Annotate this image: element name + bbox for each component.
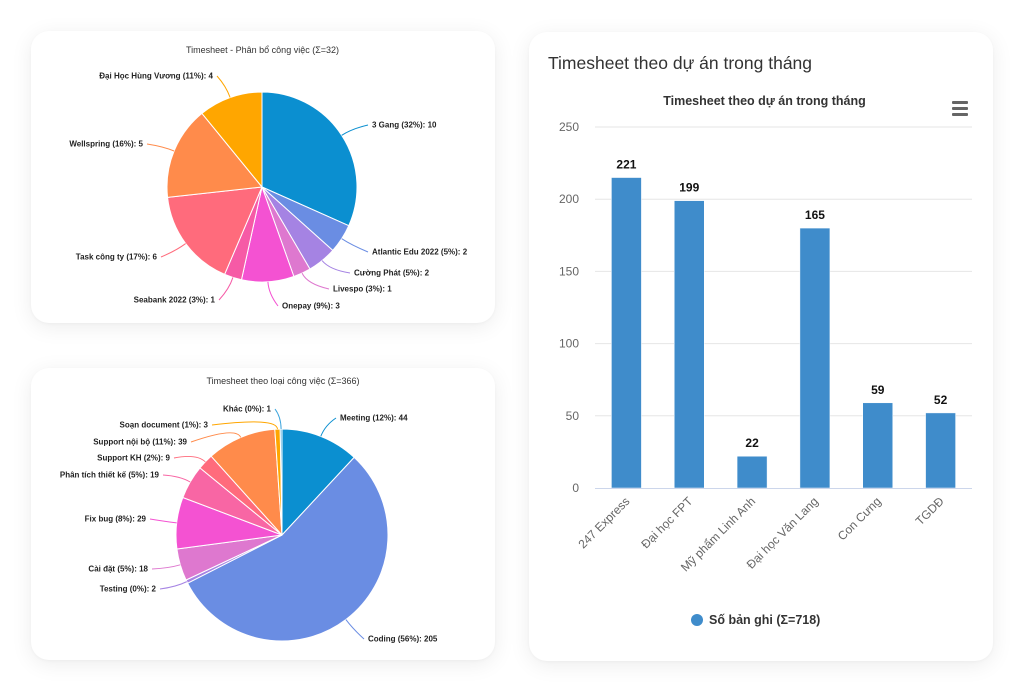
pie-connector <box>160 243 186 258</box>
y-gridlines <box>595 126 972 417</box>
projects-bar-card: Timesheet theo dự án trong tháng Timeshe… <box>529 32 993 661</box>
pie-connector <box>301 272 330 290</box>
y-tick-label: 250 <box>559 120 579 134</box>
pie-connector <box>149 518 177 524</box>
card-heading: Timesheet theo dự án trong tháng <box>548 53 813 73</box>
pie-title: Timesheet - Phân bổ công việc (Σ=32) <box>186 45 339 55</box>
pie-connector <box>151 564 181 570</box>
pie-data-label: Đại Học Hùng Vương (11%): 4 <box>99 72 213 81</box>
x-tick-label: TGDĐ <box>913 494 947 528</box>
pie-slice[interactable] <box>167 186 263 275</box>
bar-series <box>611 177 956 489</box>
bar-data-label: 59 <box>871 383 885 397</box>
pie-data-label: Khác (0%): 1 <box>223 405 272 414</box>
pie-data-label: Soạn document (1%): 3 <box>120 421 209 430</box>
pie-slice[interactable] <box>279 428 283 536</box>
allocation-pie-chart: Timesheet - Phân bổ công việc (Σ=32) 3 G… <box>69 45 467 311</box>
menu-bar <box>952 101 968 104</box>
bar[interactable] <box>799 227 831 489</box>
pie-data-label: Livespo (3%): 1 <box>333 285 392 294</box>
bar-data-label: 52 <box>934 393 948 407</box>
pie-data-label: 3 Gang (32%): 10 <box>372 121 437 130</box>
worktype-pie-card: Timesheet theo loại công việc (Σ=366) Me… <box>31 368 495 660</box>
x-tick-label: Đại học FPT <box>638 494 696 552</box>
pie-connector <box>173 455 206 463</box>
bar[interactable] <box>736 455 768 489</box>
pie-data-label: Fix bug (8%): 29 <box>85 515 147 524</box>
pie-slices <box>166 91 358 283</box>
pie-connector <box>267 281 279 307</box>
pie-connector <box>341 124 369 136</box>
pie-data-label: Cài đặt (5%): 18 <box>88 565 148 574</box>
menu-bar <box>952 107 968 110</box>
pie-connector <box>321 260 351 274</box>
y-axis-labels: 0 50 100 150 200 250 <box>559 120 579 495</box>
pie-slice[interactable] <box>201 91 263 188</box>
pie-connector <box>341 238 369 253</box>
y-tick-label: 100 <box>559 337 579 351</box>
allocation-pie-card: Timesheet - Phân bổ công việc (Σ=32) 3 G… <box>31 31 495 323</box>
pie-connector <box>345 619 365 640</box>
bar-data-label: 22 <box>745 436 759 450</box>
bar[interactable] <box>611 177 642 489</box>
pie-data-label: Onepay (9%): 3 <box>282 302 340 311</box>
pie-connector <box>146 143 175 152</box>
pie-data-label: Support KH (2%): 9 <box>97 454 170 463</box>
pie-connector <box>211 421 278 430</box>
pie-data-label: Meeting (12%): 44 <box>340 414 408 423</box>
menu-bar <box>952 113 968 116</box>
bar[interactable] <box>925 412 956 489</box>
pie-data-label: Atlantic Edu 2022 (5%): 2 <box>372 248 468 257</box>
pie-slices <box>175 428 389 642</box>
pie-connector <box>216 75 231 98</box>
pie-connector <box>162 474 191 483</box>
y-tick-label: 200 <box>559 192 579 206</box>
x-tick-label: 247 Express <box>575 494 632 551</box>
bar-data-label: 165 <box>805 208 825 222</box>
pie-data-label: Phân tích thiết kế (5%): 19 <box>60 471 160 480</box>
pie-title: Timesheet theo loại công việc (Σ=366) <box>206 376 359 386</box>
projects-bar-chart: Timesheet theo dự án trong tháng 0 50 100 1… <box>559 94 972 627</box>
pie-data-label: Wellspring (16%): 5 <box>69 140 143 149</box>
bar-data-label: 199 <box>679 181 699 195</box>
pie-connector <box>190 432 242 443</box>
pie-data-labels: Meeting (12%): 44 Coding (56%): 205 Testin… <box>60 405 438 644</box>
bar-data-labels: 221 199 22 165 59 52 <box>616 158 947 451</box>
worktype-pie-chart: Timesheet theo loại công việc (Σ=366) Me… <box>60 376 438 644</box>
bar[interactable] <box>862 402 893 489</box>
x-tick-label: Con Cưng <box>835 494 884 543</box>
pie-data-label: Coding (56%): 205 <box>368 635 438 644</box>
legend-item[interactable]: Số bản ghi (Σ=718) <box>691 613 820 627</box>
pie-connector <box>218 277 234 301</box>
pie-data-label: Support nội bộ (11%): 39 <box>93 438 187 447</box>
chart-menu-icon[interactable] <box>949 96 971 120</box>
pie-data-label: Testing (0%): 2 <box>100 585 157 594</box>
y-tick-label: 0 <box>572 481 579 495</box>
pie-connectors <box>149 408 365 640</box>
pie-slice[interactable] <box>210 428 283 536</box>
legend-marker <box>691 614 703 626</box>
bar[interactable] <box>674 200 705 489</box>
pie-connectors <box>146 75 369 307</box>
y-tick-label: 50 <box>566 409 580 423</box>
pie-connector <box>274 408 282 430</box>
bar-data-label: 221 <box>616 158 636 172</box>
pie-connector <box>159 581 188 590</box>
pie-data-label: Task công ty (17%): 6 <box>76 253 158 262</box>
pie-data-labels: 3 Gang (32%): 10 Atlantic Edu 2022 (5%): … <box>69 72 467 311</box>
pie-slice[interactable] <box>281 428 355 536</box>
pie-slice[interactable] <box>187 456 389 642</box>
pie-data-label: Cường Phát (5%): 2 <box>354 269 430 278</box>
y-tick-label: 150 <box>559 264 579 278</box>
pie-connector <box>320 417 337 437</box>
chart-title: Timesheet theo dự án trong tháng <box>663 94 866 108</box>
legend-label: Số bản ghi (Σ=718) <box>709 613 820 627</box>
pie-data-label: Seabank 2022 (3%): 1 <box>134 296 216 305</box>
